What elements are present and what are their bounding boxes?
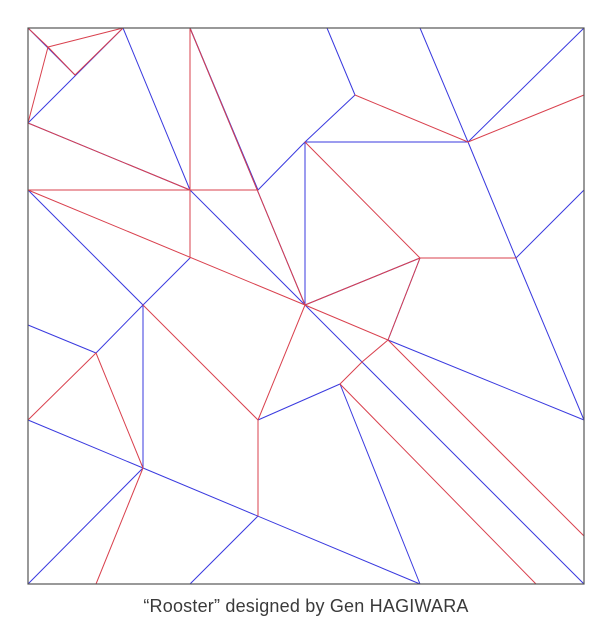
paper-border <box>27 27 585 585</box>
mountain-fold-3 <box>27 46 49 124</box>
valley-fold-20 <box>27 324 97 354</box>
mountain-fold-24 <box>361 339 389 363</box>
valley-fold-18 <box>515 257 585 421</box>
mountain-fold-16 <box>257 304 306 421</box>
mountain-fold-18 <box>95 352 144 469</box>
valley-fold-9 <box>257 141 306 191</box>
mountain-fold-12 <box>354 94 469 143</box>
valley-fold-15 <box>467 27 585 143</box>
valley-fold-25 <box>27 467 144 585</box>
valley-fold-3 <box>122 27 191 191</box>
mountain-fold-9 <box>304 141 421 259</box>
mountain-fold-7 <box>189 27 306 306</box>
mountain-fold-27 <box>74 27 124 76</box>
mountain-fold-26 <box>47 46 76 76</box>
valley-fold-13 <box>304 94 356 143</box>
mountain-fold-21 <box>339 383 537 585</box>
valley-fold-24 <box>142 467 421 585</box>
valley-fold-28 <box>361 361 585 585</box>
valley-fold-27 <box>339 383 421 585</box>
valley-fold-7 <box>142 257 191 306</box>
mountain-fold-17 <box>27 352 97 421</box>
valley-fold-17 <box>515 189 585 259</box>
valley-fold-29 <box>304 304 363 363</box>
mountain-folds <box>27 27 585 585</box>
mountain-fold-13 <box>467 94 585 143</box>
valley-fold-8 <box>189 189 306 306</box>
valley-fold-26 <box>189 515 259 585</box>
valley-fold-16 <box>467 141 517 259</box>
valley-fold-6 <box>27 189 144 306</box>
valley-fold-19 <box>387 339 585 421</box>
diagram-caption: “Rooster” designed by Gen HAGIWARA <box>143 596 469 616</box>
mountain-fold-4 <box>27 122 191 191</box>
mountain-fold-1 <box>27 27 49 48</box>
mountain-fold-2 <box>47 27 124 48</box>
valley-fold-23 <box>27 419 144 469</box>
valley-fold-30 <box>257 383 341 421</box>
mountain-fold-11 <box>304 257 421 306</box>
valley-folds <box>27 27 585 585</box>
mountain-fold-14 <box>142 304 259 421</box>
mountain-fold-22 <box>387 339 585 537</box>
mountain-fold-20 <box>339 361 363 385</box>
valley-fold-21 <box>95 304 144 354</box>
valley-fold-12 <box>326 27 356 96</box>
mountain-fold-23 <box>304 304 389 341</box>
mountain-fold-5 <box>27 189 306 306</box>
mountain-fold-19 <box>95 467 144 585</box>
valley-fold-14 <box>419 27 469 143</box>
mountain-fold-25 <box>387 257 421 341</box>
